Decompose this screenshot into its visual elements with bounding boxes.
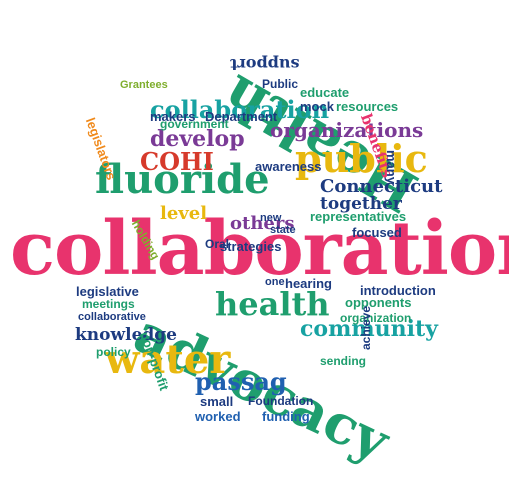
word-makers: makers (150, 109, 196, 124)
word-organizations: organizations (270, 118, 424, 142)
word-collaboration-2: collaboration (150, 95, 330, 124)
word-strategies: strategies (220, 239, 282, 254)
word-others: others (230, 213, 295, 234)
word-mock: mock (300, 99, 334, 114)
word-grantees: Grantees (120, 79, 168, 91)
word-state: state (270, 224, 296, 236)
word-small: small (200, 394, 234, 409)
word-department: Department (205, 109, 278, 124)
word-knowledge: knowledge (75, 325, 177, 345)
word-legislators: legislators (82, 115, 120, 182)
word-public: public (295, 136, 428, 181)
word-collaboration: collaboration (10, 206, 509, 292)
word-oral: Oral (205, 237, 230, 251)
word-organization: organization (340, 311, 412, 325)
word-new: new (260, 212, 282, 224)
word-passage: passag (195, 367, 287, 396)
word-public-small: Public (262, 77, 299, 91)
word-health-mid: health (215, 285, 330, 323)
word-cohi: COHI (140, 147, 214, 176)
word-resources: resources (336, 99, 399, 114)
word-many: many (384, 150, 399, 184)
word-support: support (230, 55, 300, 74)
word-awareness: awareness (255, 159, 322, 174)
word-water: water (105, 336, 231, 383)
word-government: government (160, 117, 229, 131)
word-hearing: hearing (285, 276, 332, 291)
word-collaborative: collaborative (78, 311, 146, 323)
word-representatives: representatives (310, 209, 407, 224)
word-policy: policy (96, 345, 131, 359)
word-connecticut: Connecticut (320, 176, 443, 197)
word-worked: worked (195, 409, 241, 424)
word-one: one (265, 276, 285, 288)
word-together: together (320, 194, 402, 214)
word-introduction: introduction (360, 283, 436, 298)
word-achieve: achieve (359, 305, 373, 350)
word-meetings: meetings (82, 297, 135, 311)
word-opponents: opponents (345, 295, 412, 310)
word-educate: educate (300, 85, 350, 100)
word-level: level (160, 203, 208, 224)
word-sending: sending (320, 354, 367, 368)
word-community: community (300, 316, 438, 342)
word-legislative: legislative (76, 284, 139, 299)
word-fluoride: fluoride (95, 156, 270, 203)
word-develop: develop (150, 126, 245, 152)
word-foundation: Foundation (248, 394, 314, 408)
word-focused: focused (352, 225, 402, 240)
word-funding: funding (262, 409, 310, 424)
